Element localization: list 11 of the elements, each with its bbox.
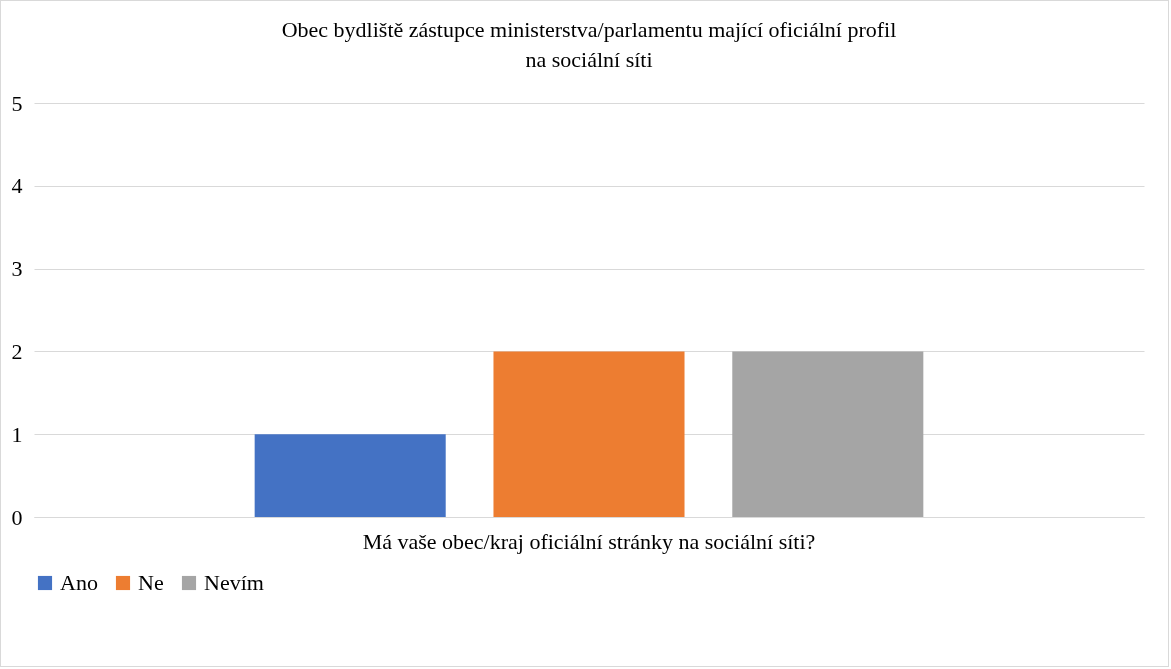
y-tick-label: 2 [11, 338, 23, 364]
y-tick-label: 4 [11, 173, 23, 199]
legend-label: Nevím [204, 570, 264, 595]
legend-label: Ano [60, 570, 98, 595]
x-tick-label: Má vaše obec/kraj oficiální stránky na sociální síti? [362, 528, 816, 554]
chart-title: Obec bydliště zástupce ministerstva/parlamentu mající oficiální profil na sociální síti [281, 17, 897, 72]
legend-label: Ne [138, 570, 164, 595]
y-tick-label: 1 [11, 421, 23, 447]
y-tick-label: 0 [11, 504, 23, 530]
y-tick-label: 3 [11, 256, 23, 282]
y-tick-label: 5 [11, 90, 23, 116]
